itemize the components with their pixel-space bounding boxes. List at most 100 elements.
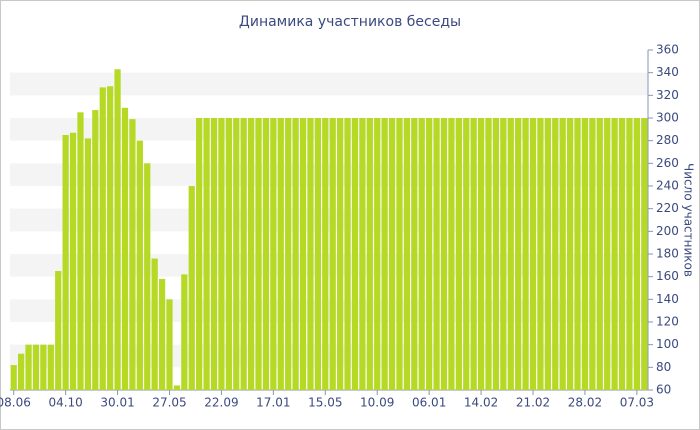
bar	[299, 118, 307, 390]
x-tick-label: 28.02	[568, 396, 602, 410]
y-tick-label: 340	[656, 65, 679, 79]
bar	[203, 118, 210, 390]
bar	[18, 353, 25, 390]
bar	[633, 118, 640, 390]
bar	[69, 132, 77, 390]
bar	[507, 118, 514, 390]
bar	[99, 87, 106, 391]
bar	[25, 344, 32, 390]
y-tick-label: 300	[656, 111, 679, 125]
bar	[544, 118, 551, 390]
x-tick-label: 21.02	[516, 396, 550, 410]
bar	[418, 118, 425, 390]
bar	[448, 118, 455, 390]
bar	[114, 69, 121, 391]
bar	[626, 118, 633, 390]
bar	[470, 118, 477, 390]
bar	[492, 118, 500, 390]
x-tick-label: 07.03	[620, 396, 654, 410]
bar	[314, 118, 321, 390]
bar	[515, 118, 522, 390]
bar	[329, 118, 336, 390]
bar	[32, 344, 40, 390]
bar	[166, 299, 173, 390]
x-tick-label: 04.10	[48, 396, 82, 410]
bar	[574, 118, 581, 390]
y-tick-label: 320	[656, 88, 679, 102]
x-tick-label: 30.01	[100, 396, 134, 410]
bar	[500, 118, 507, 390]
bar	[529, 118, 537, 390]
bar	[240, 118, 247, 390]
bar	[181, 274, 188, 390]
bar	[477, 118, 485, 390]
bar	[210, 118, 218, 390]
bar	[566, 118, 574, 390]
y-axis-title: Число участников	[682, 163, 696, 277]
bar	[307, 118, 314, 390]
bar	[359, 118, 366, 390]
bar	[411, 118, 418, 390]
x-tick-label: 17.01	[256, 396, 290, 410]
bar	[366, 118, 373, 390]
bar	[403, 118, 411, 390]
bar	[537, 118, 544, 390]
bar	[173, 385, 181, 390]
x-tick-label: 15.05	[308, 396, 342, 410]
bar	[463, 118, 470, 390]
x-tick-label: 14.02	[464, 396, 498, 410]
bar	[277, 118, 284, 390]
grid-band	[10, 72, 648, 96]
bar	[618, 118, 626, 390]
bar	[581, 118, 589, 390]
bar	[611, 118, 618, 390]
bar	[344, 118, 351, 390]
bar	[151, 258, 158, 390]
bar	[121, 107, 129, 391]
bar	[374, 118, 381, 390]
bar	[47, 344, 54, 390]
bar	[196, 118, 203, 390]
y-tick-label: 240	[656, 179, 679, 193]
bar	[388, 118, 396, 390]
bar	[285, 118, 292, 390]
bar	[455, 118, 462, 390]
x-tick-label: 27.05	[152, 396, 186, 410]
y-tick-label: 220	[656, 201, 679, 215]
y-tick-label: 120	[656, 315, 679, 329]
bar	[552, 118, 559, 390]
bar	[84, 138, 92, 390]
x-tick-label: 22.09	[204, 396, 238, 410]
bar	[255, 118, 262, 390]
bar	[322, 118, 329, 390]
x-tick-label: 10.09	[360, 396, 394, 410]
y-tick-label: 100	[656, 337, 679, 351]
bar	[233, 118, 240, 390]
bar	[262, 118, 270, 390]
bar	[292, 118, 299, 390]
bar	[596, 118, 603, 390]
bar	[396, 118, 403, 390]
bar	[158, 278, 166, 390]
y-tick-label: 160	[656, 269, 679, 283]
bar	[144, 163, 151, 390]
bar	[337, 118, 344, 390]
bar	[440, 118, 448, 390]
bar	[485, 118, 492, 390]
bar	[225, 118, 232, 390]
y-tick-label: 280	[656, 133, 679, 147]
x-tick-label: 06.01	[412, 396, 446, 410]
bar	[10, 365, 17, 390]
x-tick-label: 08.06	[0, 396, 31, 410]
bar	[604, 118, 611, 390]
y-tick-label: 80	[656, 360, 671, 374]
bar	[77, 112, 84, 390]
bar	[136, 140, 143, 390]
bar	[188, 186, 195, 390]
y-tick-label: 140	[656, 292, 679, 306]
bar	[40, 344, 47, 390]
bar	[641, 118, 648, 390]
y-tick-label: 200	[656, 224, 679, 238]
bar	[247, 118, 255, 390]
y-tick-label: 260	[656, 156, 679, 170]
